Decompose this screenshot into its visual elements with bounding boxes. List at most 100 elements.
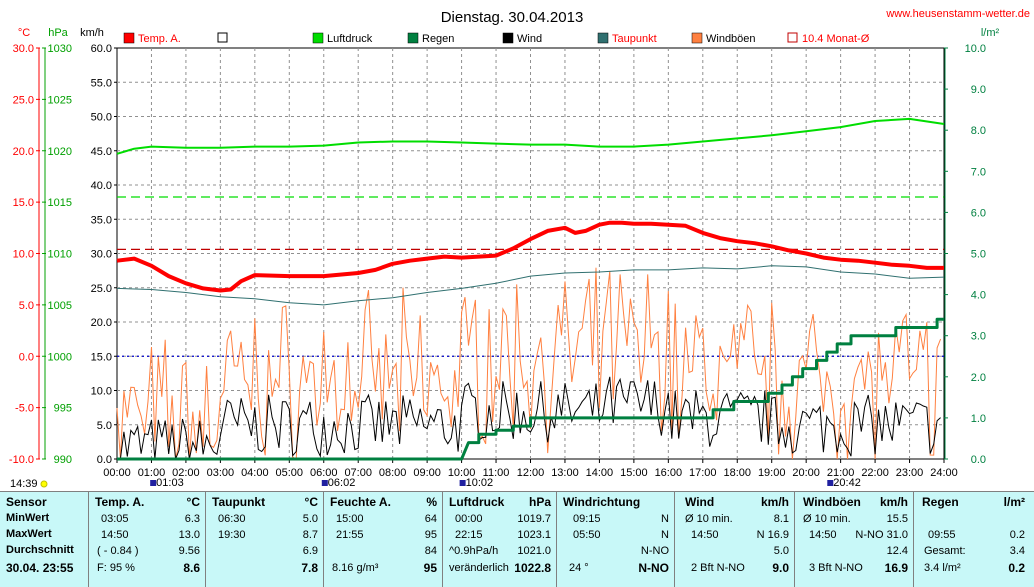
legend-label: Windböen: [706, 33, 756, 45]
col-wind-unit: km/h: [760, 495, 789, 509]
gust-current-bft: 3 Bft N-NO: [809, 562, 863, 574]
chart-legend: Temp. A. Luftdruck Regen Wind Taupunkt Windbö…: [123, 32, 870, 45]
legend-swatch: [691, 32, 703, 44]
dir-min-time: 09:15: [573, 513, 601, 525]
press-max-value: 1023.1: [517, 529, 551, 541]
series-group: [116, 117, 945, 461]
temp-tick-label: -5.0: [15, 403, 34, 415]
temp-tick-label: 10.0: [13, 249, 34, 261]
series-luftdruck: [116, 117, 945, 155]
press-avg-value: 1021.0: [517, 545, 551, 557]
press-min-time: 00:00: [455, 513, 483, 525]
x-tick-label: 18:00: [723, 467, 751, 479]
pressure-tick-label: 1010: [48, 249, 72, 261]
dew-min-time: 06:30: [218, 513, 246, 525]
dew-avg-value: 6.9: [302, 545, 318, 557]
col-rain-unit: l/m²: [1003, 495, 1025, 509]
hum-min-time: 15:00: [336, 513, 364, 525]
event-label: 06:02: [328, 477, 356, 489]
x-tick-label: 04:00: [241, 467, 269, 479]
temp-current-humidity: F: 95 %: [97, 562, 135, 574]
col-temp-unit: °C: [186, 495, 200, 509]
wind-max-value: N 16.9: [756, 529, 789, 541]
col-wind: Wind km/h Ø 10 min. 8.1 14:50 N 16.9 5.0…: [674, 491, 795, 587]
legend-label: Temp. A.: [138, 33, 181, 45]
press-current-value: 1022.8: [514, 561, 551, 575]
legend-swatch: [407, 32, 419, 44]
wind-tick-label: 35.0: [91, 214, 112, 226]
col-pressure-unit: hPa: [528, 495, 551, 509]
x-tick-label: 03:00: [207, 467, 235, 479]
pressure-tick-label: 1005: [48, 300, 72, 312]
col-dewpoint-unit: °C: [304, 495, 318, 509]
row-label-avg: Durchschnitt: [6, 544, 74, 556]
row-label-min: MinWert: [6, 512, 50, 524]
event-label: 20:42: [833, 477, 861, 489]
x-tick-label: 24:00: [930, 467, 958, 479]
dew-max-time: 19:30: [218, 529, 246, 541]
x-tick-label: 09:00: [413, 467, 441, 479]
col-dewpoint-header: Taupunkt: [212, 495, 266, 509]
temp-tick-label: 5.0: [19, 300, 34, 312]
col-rain: Regen l/m² 09:55 0.2 Gesamt: 3.4 3.4 l/m…: [913, 491, 1034, 587]
dew-current-value: 7.8: [301, 561, 318, 575]
event-label: 01:03: [156, 477, 184, 489]
x-tick-label: 08:00: [379, 467, 407, 479]
event-marker: [150, 480, 157, 486]
wind-tick-label: 30.0: [91, 249, 112, 261]
unit-rain: l/m²: [981, 27, 1000, 39]
col-winddir: Windrichtung 09:15 N 05:50 N N-NO 24 ° N…: [556, 491, 675, 587]
event-marker: [321, 480, 328, 486]
legend-label: Wind: [517, 33, 542, 45]
chart-axes: 00:00 01:00 02:00 03:00 04:00 05:00 06:00 07:00…: [9, 43, 986, 479]
gust-current-value: 16.9: [884, 561, 908, 575]
hum-max-time: 21:55: [336, 529, 364, 541]
gust-avg10-value: 15.5: [886, 513, 908, 525]
chart-grid: [116, 47, 945, 460]
rain-tick-label: 9.0: [971, 84, 986, 96]
legend-label: Taupunkt: [612, 33, 657, 45]
event-label: 14:39: [10, 478, 38, 490]
wind-tick-label: 40.0: [91, 180, 112, 192]
col-gust-header: Windböen: [803, 495, 861, 509]
hum-avg-value: 84: [424, 545, 437, 557]
x-tick-label: 20:00: [792, 467, 820, 479]
x-tick-label: 07:00: [344, 467, 372, 479]
press-max-time: 22:15: [455, 529, 483, 541]
wind-tick-label: 15.0: [91, 351, 112, 363]
dir-current-value: N-NO: [638, 561, 669, 575]
temp-tick-label: 0.0: [19, 351, 34, 363]
wind-tick-label: 60.0: [91, 43, 112, 55]
temp-avg-delta: ( - 0.84 ): [97, 545, 139, 557]
wind-tick-label: 5.0: [97, 420, 112, 432]
wind-tick-label: 25.0: [91, 283, 112, 295]
pressure-tick-label: 1000: [48, 351, 72, 363]
col-pressure-header: Luftdruck: [449, 495, 505, 509]
legend-swatch: [787, 32, 798, 43]
rain-tick-label: 0.0: [971, 454, 986, 466]
col-temp-header: Temp. A.: [95, 495, 145, 509]
x-tick-label: 21:00: [827, 467, 855, 479]
wind-tick-label: 0.0: [97, 454, 112, 466]
wind-avg10: Ø 10 min.: [685, 513, 733, 525]
legend-label: 10.4 Monat-Ø: [802, 33, 870, 45]
col-gust: Windböen km/h Ø 10 min. 15.5 14:50 N-NO …: [794, 491, 914, 587]
pressure-tick-label: 1025: [48, 94, 72, 106]
wind-tick-label: 20.0: [91, 317, 112, 329]
wind-current-bft: 2 Bft N-NO: [691, 562, 745, 574]
gust-max-value: N-NO 31.0: [855, 529, 908, 541]
series-temp-a-: [116, 220, 944, 293]
row-label-max: MaxWert: [6, 528, 52, 540]
rain-tick-label: 1.0: [971, 413, 986, 425]
temp-tick-label: 30.0: [13, 43, 34, 55]
temp-min-time: 03:05: [101, 513, 129, 525]
dir-min-value: N: [661, 513, 669, 525]
rain-tick-label: 8.0: [971, 125, 986, 137]
rain-tick-label: 5.0: [971, 249, 986, 261]
wind-tick-label: 50.0: [91, 112, 112, 124]
dew-max-value: 8.7: [302, 529, 318, 541]
gust-avg-value: 12.4: [886, 545, 908, 557]
rain-current-total: 3.4 l/m²: [924, 562, 961, 574]
legend-label: Luftdruck: [327, 33, 373, 45]
wind-max-time: 14:50: [691, 529, 719, 541]
